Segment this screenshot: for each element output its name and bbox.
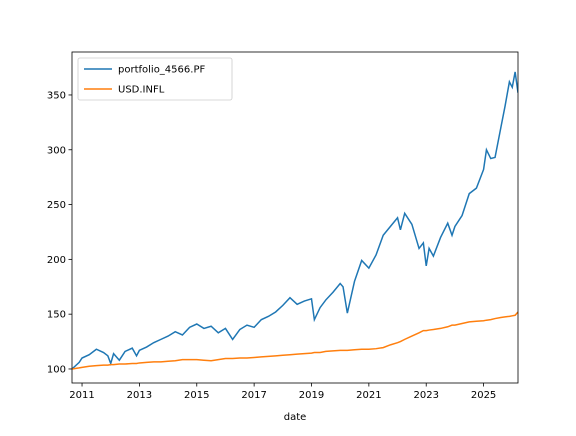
legend: portfolio_4566.PF USD.INFL	[77, 57, 233, 101]
y-tick-label: 250	[47, 200, 66, 211]
x-tick-label: 2019	[299, 390, 324, 401]
series-line	[72, 71, 518, 370]
x-tick-label: 2021	[356, 390, 381, 401]
x-tick-label: 2025	[471, 390, 496, 401]
y-tick-label: 200	[47, 255, 66, 266]
legend-frame	[77, 57, 233, 101]
y-tick-label: 100	[47, 364, 66, 375]
series-line	[72, 311, 518, 370]
y-tick-label: 300	[47, 145, 66, 156]
x-tick-label: 2017	[241, 390, 266, 401]
x-tick-label: 2015	[184, 390, 209, 401]
y-tick-label: 350	[47, 90, 66, 101]
x-tick-label: 2013	[127, 390, 152, 401]
x-tick-label: 2023	[413, 390, 438, 401]
y-tick-label: 150	[47, 310, 66, 321]
plot-frame	[71, 51, 519, 384]
legend-label: portfolio_4566.PF	[118, 65, 205, 76]
legend-label: USD.INFL	[118, 85, 165, 96]
x-tick-label: 2011	[69, 390, 94, 401]
x-axis-label: date	[284, 412, 307, 423]
